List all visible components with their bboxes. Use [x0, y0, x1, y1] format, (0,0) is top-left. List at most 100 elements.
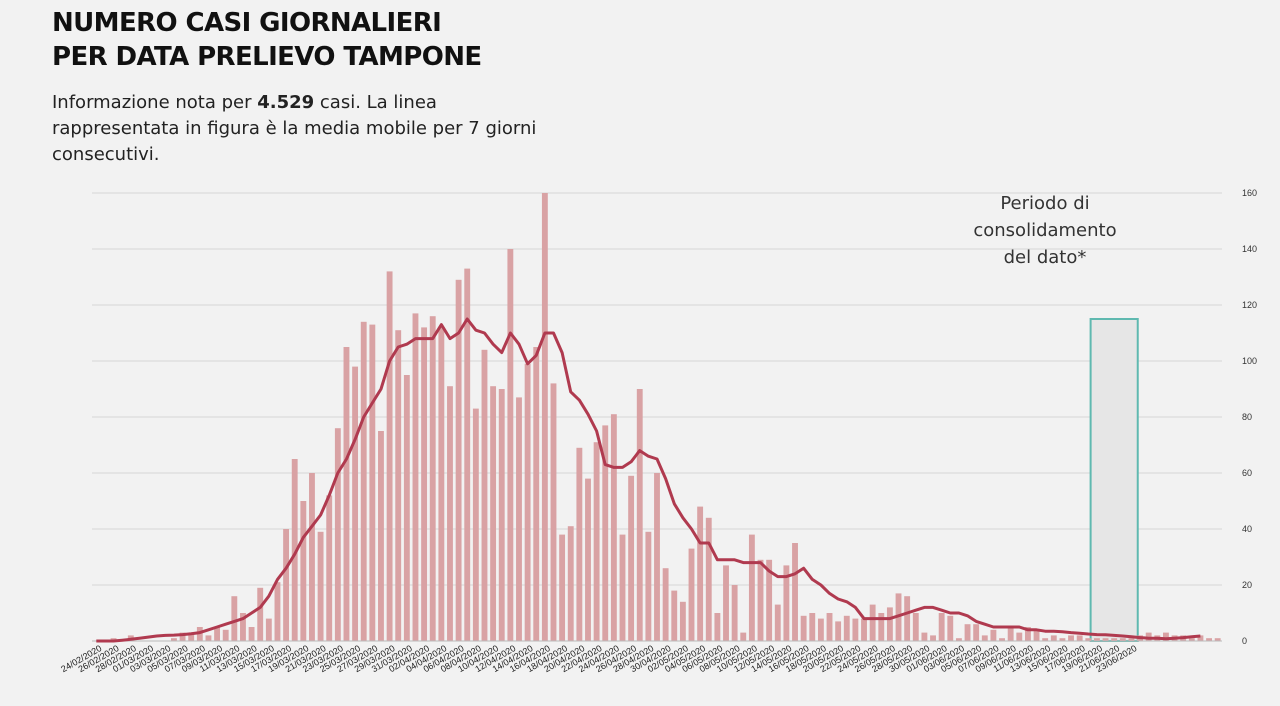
- bar: [1197, 635, 1204, 641]
- bar: [447, 386, 453, 641]
- y-tick-label: 80: [1242, 412, 1252, 422]
- bar: [852, 618, 859, 641]
- bar: [1050, 635, 1057, 641]
- bar: [1085, 638, 1092, 641]
- bar: [1162, 632, 1169, 641]
- bar: [1111, 638, 1118, 641]
- bar: [1007, 627, 1014, 641]
- bar: [869, 604, 876, 641]
- bar: [783, 565, 790, 641]
- bar: [878, 613, 885, 641]
- bar: [886, 607, 893, 641]
- bar: [516, 397, 522, 641]
- y-tick-label: 120: [1242, 300, 1257, 310]
- bar: [610, 414, 617, 641]
- y-tick-label: 160: [1242, 188, 1257, 198]
- bar: [1093, 638, 1100, 641]
- bar: [1128, 638, 1135, 641]
- moving-average-line: [96, 317, 1201, 643]
- bar: [619, 534, 626, 641]
- bar: [835, 621, 842, 641]
- bar: [947, 615, 954, 641]
- bar: [576, 447, 583, 641]
- bar: [999, 638, 1005, 641]
- bar: [904, 596, 911, 641]
- y-tick-label: 20: [1242, 580, 1252, 590]
- bar: [843, 615, 850, 641]
- bar: [291, 459, 298, 641]
- bar: [343, 347, 350, 641]
- bar: [964, 624, 971, 641]
- note-line3: del dato*: [1003, 247, 1087, 268]
- bar: [757, 559, 764, 641]
- bar: [179, 632, 186, 641]
- bar: [283, 529, 290, 641]
- bar: [654, 473, 660, 641]
- bar: [955, 638, 962, 641]
- bar: [248, 627, 255, 641]
- chart-title: NUMERO CASI GIORNALIERI PER DATA PRELIEV…: [52, 6, 482, 74]
- subtitle-prefix: Informazione nota per: [52, 92, 258, 113]
- bar: [360, 321, 367, 641]
- bar: [731, 585, 738, 641]
- bar: [705, 517, 712, 641]
- bar: [826, 613, 833, 641]
- bar: [748, 534, 755, 641]
- y-tick-label: 100: [1242, 356, 1257, 366]
- chart-title-line1: NUMERO CASI GIORNALIERI: [52, 8, 442, 38]
- bar: [1033, 629, 1040, 641]
- bar: [455, 279, 462, 641]
- bar: [817, 618, 824, 641]
- bar: [490, 386, 497, 641]
- bar: [602, 425, 609, 641]
- y-tick-label: 140: [1242, 244, 1257, 254]
- bar: [973, 624, 980, 641]
- bar: [395, 330, 402, 641]
- bar: [1206, 638, 1212, 641]
- bar: [438, 327, 445, 641]
- bar: [1188, 638, 1195, 641]
- bar: [1119, 638, 1126, 641]
- y-tick-label: 40: [1242, 524, 1252, 534]
- bar: [585, 478, 591, 641]
- bar: [662, 568, 669, 641]
- bar: [334, 428, 341, 641]
- bar: [559, 534, 566, 641]
- bar: [214, 627, 221, 641]
- bar: [938, 613, 945, 641]
- bar: [222, 629, 229, 641]
- bar: [326, 495, 333, 641]
- chart-title-line2: PER DATA PRELIEVO TAMPONE: [52, 42, 482, 72]
- bar: [671, 590, 678, 641]
- bar: [507, 249, 514, 641]
- bar: [567, 526, 574, 641]
- y-tick-label: 60: [1242, 468, 1252, 478]
- y-tick-label: 0: [1242, 636, 1247, 646]
- bar: [636, 389, 643, 641]
- bar: [541, 193, 548, 641]
- bar: [809, 613, 816, 641]
- bar: [317, 531, 324, 641]
- bar: [774, 604, 781, 641]
- bar: [240, 613, 246, 641]
- bar: [171, 638, 177, 641]
- bar: [378, 431, 384, 641]
- bar: [697, 506, 704, 641]
- bar: [861, 618, 867, 641]
- bar: [274, 582, 281, 641]
- bar: [990, 629, 997, 641]
- bar: [740, 632, 747, 641]
- consolidation-period-box: [1089, 318, 1139, 642]
- consolidation-note: Periodo di consolidamento del dato*: [940, 190, 1150, 271]
- bar: [645, 531, 652, 641]
- bar: [921, 632, 928, 641]
- bar: [352, 366, 359, 641]
- bar: [369, 324, 376, 641]
- bar: [309, 473, 315, 641]
- bar: [714, 613, 721, 641]
- bar: [205, 635, 212, 641]
- bar: [386, 271, 393, 641]
- bar: [464, 268, 471, 641]
- bar: [912, 613, 919, 641]
